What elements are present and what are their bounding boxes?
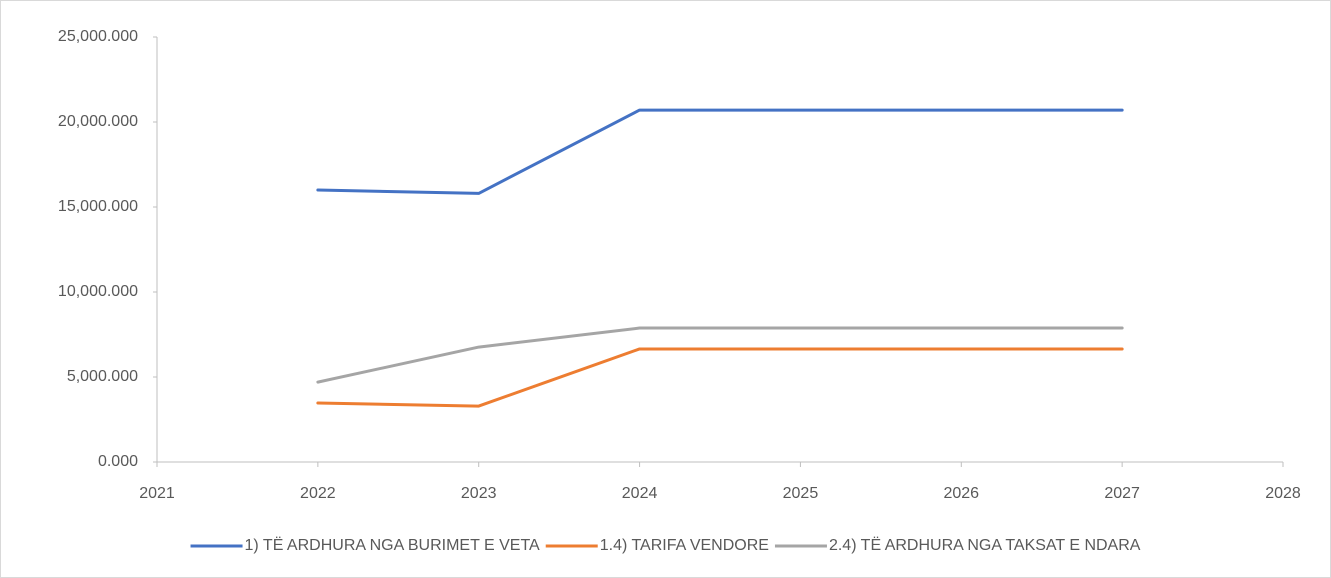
- x-tick-label: 2027: [1104, 485, 1140, 502]
- y-tick-label: 20,000.000: [58, 113, 138, 130]
- x-tick-label: 2022: [300, 485, 336, 502]
- y-tick-label: 25,000.000: [58, 28, 138, 45]
- series-line: [316, 326, 1124, 384]
- y-tick-label: 0.000: [98, 453, 138, 470]
- y-tick-label: 10,000.000: [58, 283, 138, 300]
- x-tick-label: 2025: [783, 485, 819, 502]
- x-tick-label: 2028: [1265, 485, 1301, 502]
- x-tick-label: 2021: [139, 485, 175, 502]
- legend-label: 2.4) TË ARDHURA NGA TAKSAT E NDARA: [829, 536, 1141, 554]
- x-tick-label: 2026: [943, 485, 979, 502]
- series-line: [316, 108, 1124, 195]
- legend-label: 1.4) TARIFA VENDORE: [600, 537, 769, 554]
- x-tick-label: 2023: [461, 485, 497, 502]
- y-tick-label: 5,000.000: [67, 368, 138, 385]
- series-line: [316, 347, 1124, 408]
- x-tick-label: 2024: [622, 485, 658, 502]
- y-tick-label: 15,000.000: [58, 198, 138, 215]
- legend-label: 1) TË ARDHURA NGA BURIMET E VETA: [245, 536, 541, 554]
